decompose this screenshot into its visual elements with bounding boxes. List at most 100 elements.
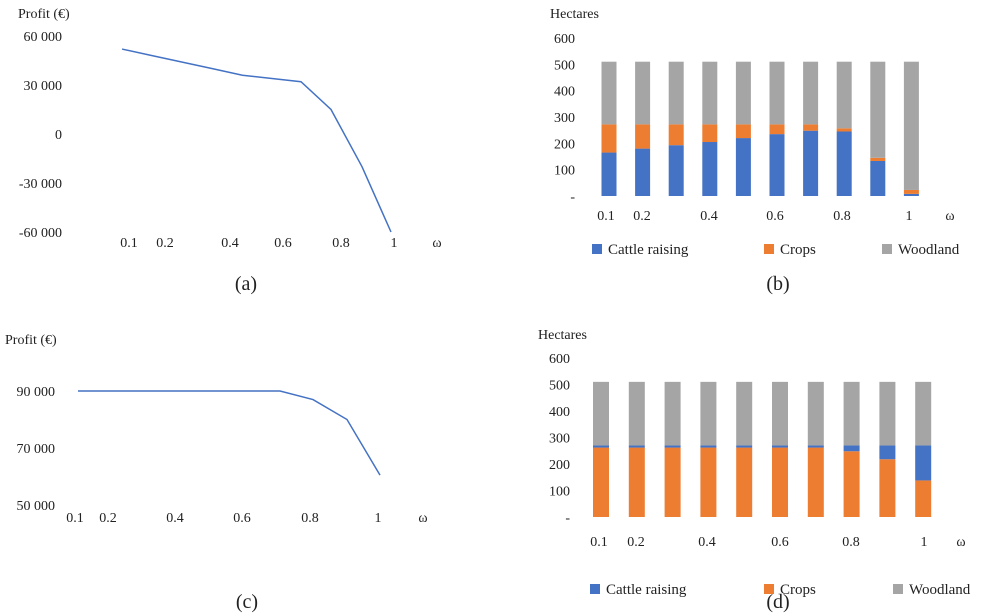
caption-a: (a): [235, 273, 257, 295]
x-tick-d: 0.1: [590, 535, 608, 550]
bar-d-woodland: [915, 381, 932, 446]
bar-b-woodland: [635, 61, 651, 125]
bar-d-woodland: [843, 381, 860, 446]
bar-b-cattle-raising: [870, 160, 886, 196]
bar-b-cattle-raising: [702, 142, 718, 196]
x-tick-c: 0.4: [166, 511, 184, 526]
bar-b-woodland: [735, 61, 751, 125]
y-tick-a: 30 000: [24, 79, 63, 94]
bar-b-crops: [870, 157, 886, 161]
xlabel-b: ω: [945, 209, 954, 224]
bar-d-crops: [736, 447, 753, 517]
x-tick-a: 0.4: [221, 236, 239, 251]
bar-b-crops: [635, 124, 651, 149]
bar-b-woodland: [836, 61, 852, 129]
y-tick-a: 0: [55, 128, 62, 143]
y-tick-c: 50 000: [17, 499, 56, 514]
y-tick-b: 500: [554, 58, 575, 73]
bar-b-woodland: [601, 61, 617, 125]
bar-d-cattle-raising: [915, 445, 932, 481]
y-tick-d: -: [565, 511, 570, 526]
bar-b-cattle-raising: [903, 193, 919, 196]
y-tick-d: 300: [549, 432, 570, 447]
y-tick-c: 70 000: [17, 442, 56, 457]
legend-swatch-b: [592, 244, 602, 254]
legend-label-d: Woodland: [909, 582, 971, 598]
x-tick-a: 0.8: [332, 236, 350, 251]
legend-label-b: Cattle raising: [608, 242, 689, 258]
y-tick-d: 600: [549, 352, 570, 367]
y-tick-b: 400: [554, 85, 575, 100]
bar-b-cattle-raising: [769, 134, 785, 196]
xlabel-d: ω: [956, 535, 965, 550]
bar-b-woodland: [702, 61, 718, 125]
caption-c: (c): [236, 591, 258, 613]
bar-b-woodland: [903, 61, 919, 190]
caption-d: (d): [766, 591, 789, 613]
bar-d-cattle-raising: [843, 445, 860, 452]
ylabel-a: Profit (€): [18, 7, 70, 22]
legend-label-b: Woodland: [898, 242, 960, 258]
x-tick-a: 0.2: [156, 236, 174, 251]
bar-d-woodland: [772, 381, 788, 446]
bar-d-cattle-raising: [736, 445, 753, 448]
ylabel-b: Hectares: [550, 7, 599, 22]
bar-d-woodland: [664, 381, 681, 446]
bar-d-cattle-raising: [664, 445, 681, 448]
bar-b-crops: [836, 128, 852, 132]
legend-label-b: Crops: [780, 242, 816, 258]
bar-b-cattle-raising: [635, 148, 651, 196]
x-tick-b: 0.2: [633, 209, 651, 224]
x-tick-b: 1: [906, 209, 913, 224]
bar-d-cattle-raising: [879, 445, 896, 460]
y-tick-d: 200: [549, 458, 570, 473]
bar-d-crops: [915, 480, 932, 517]
bar-d-cattle-raising: [772, 445, 788, 448]
bar-d-crops: [772, 447, 788, 517]
bar-d-crops: [664, 447, 681, 517]
y-tick-a: 60 000: [24, 30, 63, 45]
x-tick-d: 1: [921, 535, 928, 550]
y-tick-b: -: [570, 190, 575, 205]
x-tick-d: 0.4: [698, 535, 716, 550]
bar-b-crops: [769, 124, 785, 135]
x-tick-b: 0.6: [766, 209, 784, 224]
x-tick-a: 0.6: [274, 236, 292, 251]
x-tick-d: 0.6: [771, 535, 789, 550]
x-tick-c: 1: [375, 511, 382, 526]
y-tick-d: 400: [549, 405, 570, 420]
y-tick-b: 200: [554, 137, 575, 152]
legend-swatch-d: [764, 584, 774, 594]
y-tick-a: -30 000: [19, 177, 62, 192]
bar-d-crops: [628, 447, 645, 517]
bar-d-woodland: [593, 381, 609, 446]
bar-b-cattle-raising: [735, 138, 751, 196]
bar-d-cattle-raising: [700, 445, 717, 448]
profit-line-a: [121, 48, 392, 233]
y-tick-b: 600: [554, 32, 575, 47]
bar-d-crops: [843, 451, 860, 517]
caption-b: (b): [766, 273, 789, 295]
bar-d-cattle-raising: [628, 445, 645, 448]
x-tick-d: 0.8: [842, 535, 860, 550]
bar-d-woodland: [700, 381, 717, 446]
y-tick-c: 90 000: [17, 385, 56, 400]
bar-b-crops: [601, 124, 617, 153]
bar-d-woodland: [879, 381, 896, 446]
bar-b-woodland: [769, 61, 785, 125]
bar-b-crops: [735, 124, 751, 139]
y-tick-d: 100: [549, 485, 570, 500]
xlabel-a: ω: [432, 236, 441, 251]
bar-b-cattle-raising: [668, 145, 684, 196]
bar-d-cattle-raising: [807, 445, 824, 448]
x-tick-b: 0.8: [833, 209, 851, 224]
bar-d-cattle-raising: [593, 445, 609, 448]
legend-swatch-d: [590, 584, 600, 594]
x-tick-c: 0.8: [301, 511, 319, 526]
legend-swatch-b: [882, 244, 892, 254]
bar-b-cattle-raising: [601, 152, 617, 196]
y-tick-b: 100: [554, 164, 575, 179]
bar-b-cattle-raising: [803, 130, 819, 196]
profit-line-c: [78, 390, 381, 476]
